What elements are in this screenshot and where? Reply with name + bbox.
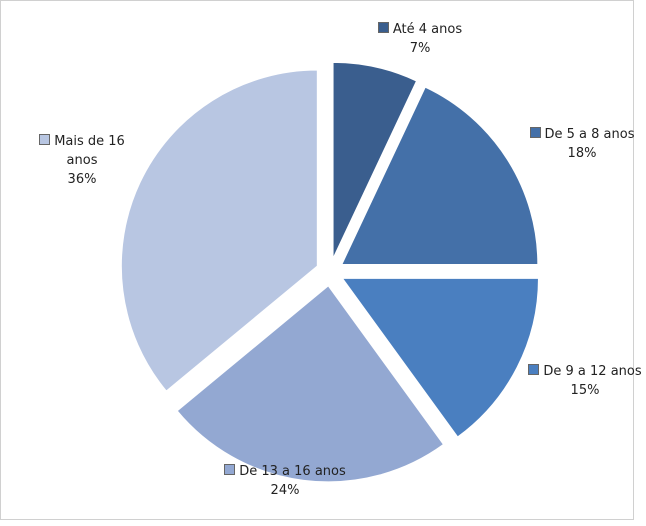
- legend-key: [377, 22, 389, 33]
- value-label: 7%: [409, 41, 431, 56]
- category-label: De 9 a 12 anos: [543, 364, 642, 379]
- category-label: Mais de 16 anos: [54, 134, 125, 168]
- category-label: De 13 a 16 anos: [239, 464, 346, 479]
- value-label: 36%: [67, 172, 97, 187]
- category-label: De 5 a 8 anos: [544, 127, 635, 142]
- value-label: 24%: [270, 483, 300, 498]
- value-label: 18%: [567, 146, 597, 161]
- slice-label: De 5 a 8 anos 18%: [512, 125, 646, 163]
- pie-slice: [332, 61, 418, 259]
- pie-slice: [341, 86, 539, 265]
- slice-label: Mais de 16 anos 36%: [27, 132, 137, 189]
- slice-label: De 9 a 12 anos 15%: [510, 362, 646, 400]
- slice-label: Até 4 anos 7%: [355, 20, 485, 58]
- legend-key: [224, 464, 236, 475]
- slice-label: De 13 a 16 anos 24%: [220, 462, 350, 500]
- legend-key: [39, 134, 51, 145]
- pie-slice: [120, 69, 318, 392]
- pie-slice: [341, 277, 539, 438]
- frame: [0, 0, 634, 520]
- value-label: 15%: [570, 383, 600, 398]
- pie-slice: [176, 285, 445, 483]
- legend-key: [528, 364, 540, 375]
- legend-key: [529, 127, 541, 138]
- category-label: Até 4 anos: [392, 22, 463, 37]
